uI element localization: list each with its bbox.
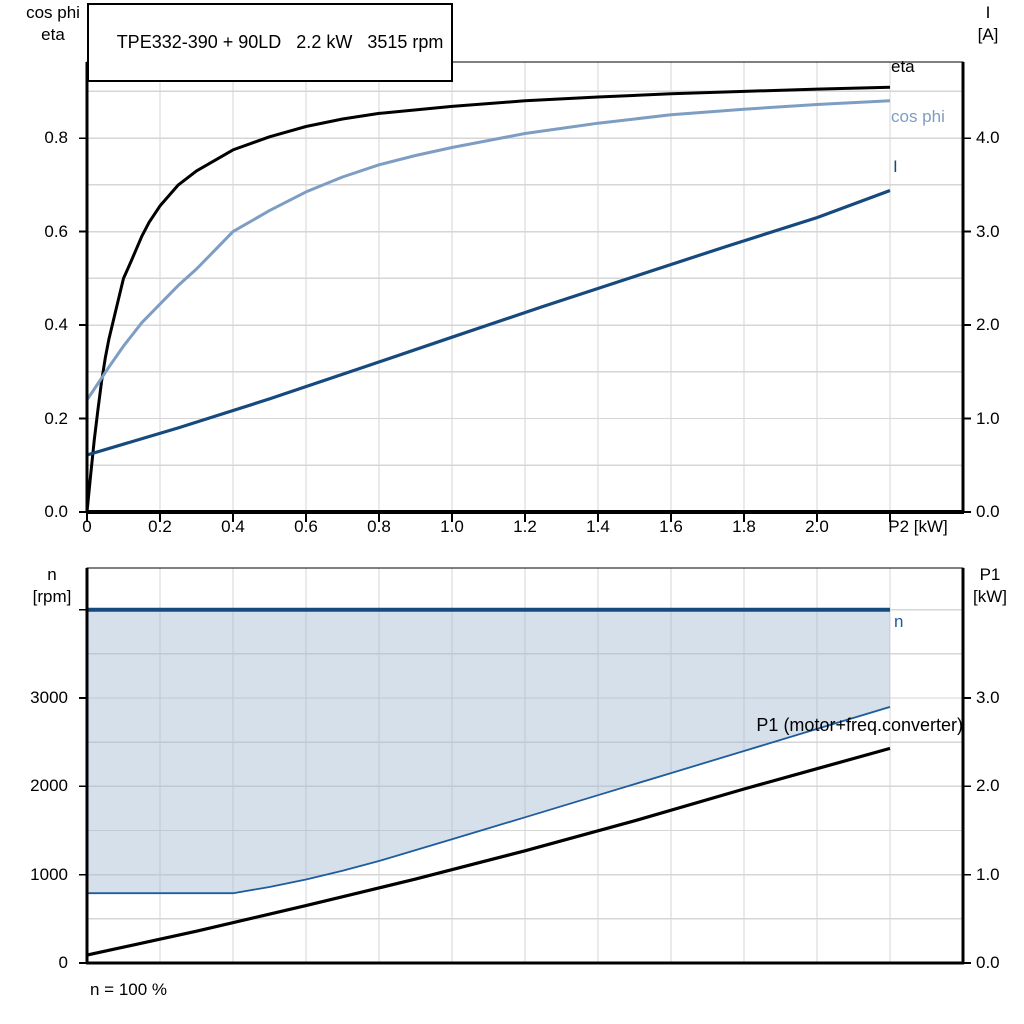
tick-label-x: 0.8 [367,517,391,536]
series-eta [85,85,891,513]
tick-label-x: 0.4 [221,517,245,536]
y-left-header-top-chart: cos phi eta [16,2,90,46]
curve-label-p1: P1 (motor+freq.converter) [756,715,963,735]
tick-label-x: 0 [82,517,92,536]
curve-label-eta: eta [891,57,915,76]
tick-label-y-left: 0.2 [44,408,68,428]
tick-label-y-right: 1.0 [976,864,1000,884]
chart-title-box: TPE332-390 + 90LD 2.2 kW 3515 rpm [87,3,454,82]
tick-label-y-left: 0.0 [44,502,68,521]
tick-label-y-left: 0 [58,953,68,972]
y-right-header-line2: [kW] [973,587,1007,606]
tick-label-x: 1.4 [586,517,610,536]
tick-label-x: 1.2 [513,517,537,536]
tick-label-x: 1.6 [659,517,683,536]
y-right-header-line2: [A] [977,25,999,44]
tick-label-y-right: 2.0 [976,315,1000,335]
chart-title: TPE332-390 + 90LD 2.2 kW 3515 rpm [116,32,444,52]
y-right-header-top-chart: I [A] [962,2,1014,46]
curve-label-current: I [893,157,898,176]
series-P1 [86,746,891,957]
tick-label-y-left: 3000 [30,688,68,708]
tick-label-y-right: 2.0 [976,776,1000,796]
tick-label-y-left: 0.4 [44,315,68,335]
y-right-header-line1: I [985,3,991,22]
y-left-header-line2: [rpm] [32,587,72,606]
tick-label-y-right: 0.0 [976,502,1000,521]
x-axis-label-p2: P2 [kW] [888,517,948,536]
tick-label-y-right: 3.0 [976,221,1000,241]
y-left-header-line1: cos phi [26,3,80,22]
tick-label-y-left: 1000 [30,864,68,884]
series-cos phi [85,99,891,401]
curve-label-speed: n [894,612,904,631]
y-left-header-line2: eta [41,25,65,44]
curve-label-cos-phi: cos phi [891,107,945,126]
tick-label-x: 0.6 [294,517,318,536]
tick-label-y-right: 3.0 [976,688,1000,708]
tick-label-y-left: 2000 [30,776,68,796]
y-right-header-line1: P1 [979,565,1001,584]
tick-label-x: 1.8 [732,517,756,536]
y-right-header-bottom-chart: P1 [kW] [960,564,1020,608]
tick-label-y-right: 4.0 [976,128,1000,148]
tick-label-y-left: 0.6 [44,221,68,241]
tick-label-y-right: 1.0 [976,408,1000,428]
tick-label-x: 2.0 [805,517,829,536]
tick-label-y-right: 0.0 [976,953,1000,972]
y-left-header-line1: n [47,565,57,584]
series-n min [87,706,891,895]
tick-label-x: 1.0 [440,517,464,536]
speed-range-area [87,609,890,894]
footnote-speed-setting: n = 100 % [90,980,168,999]
y-left-header-bottom-chart: n [rpm] [16,564,88,608]
tick-label-y-left: 0.8 [44,128,68,148]
tick-label-x: 0.2 [148,517,172,536]
series-I [86,189,891,457]
